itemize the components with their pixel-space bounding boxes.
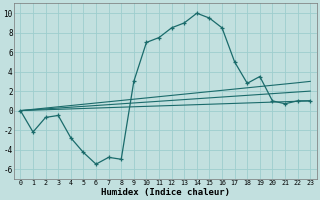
- X-axis label: Humidex (Indice chaleur): Humidex (Indice chaleur): [101, 188, 230, 197]
